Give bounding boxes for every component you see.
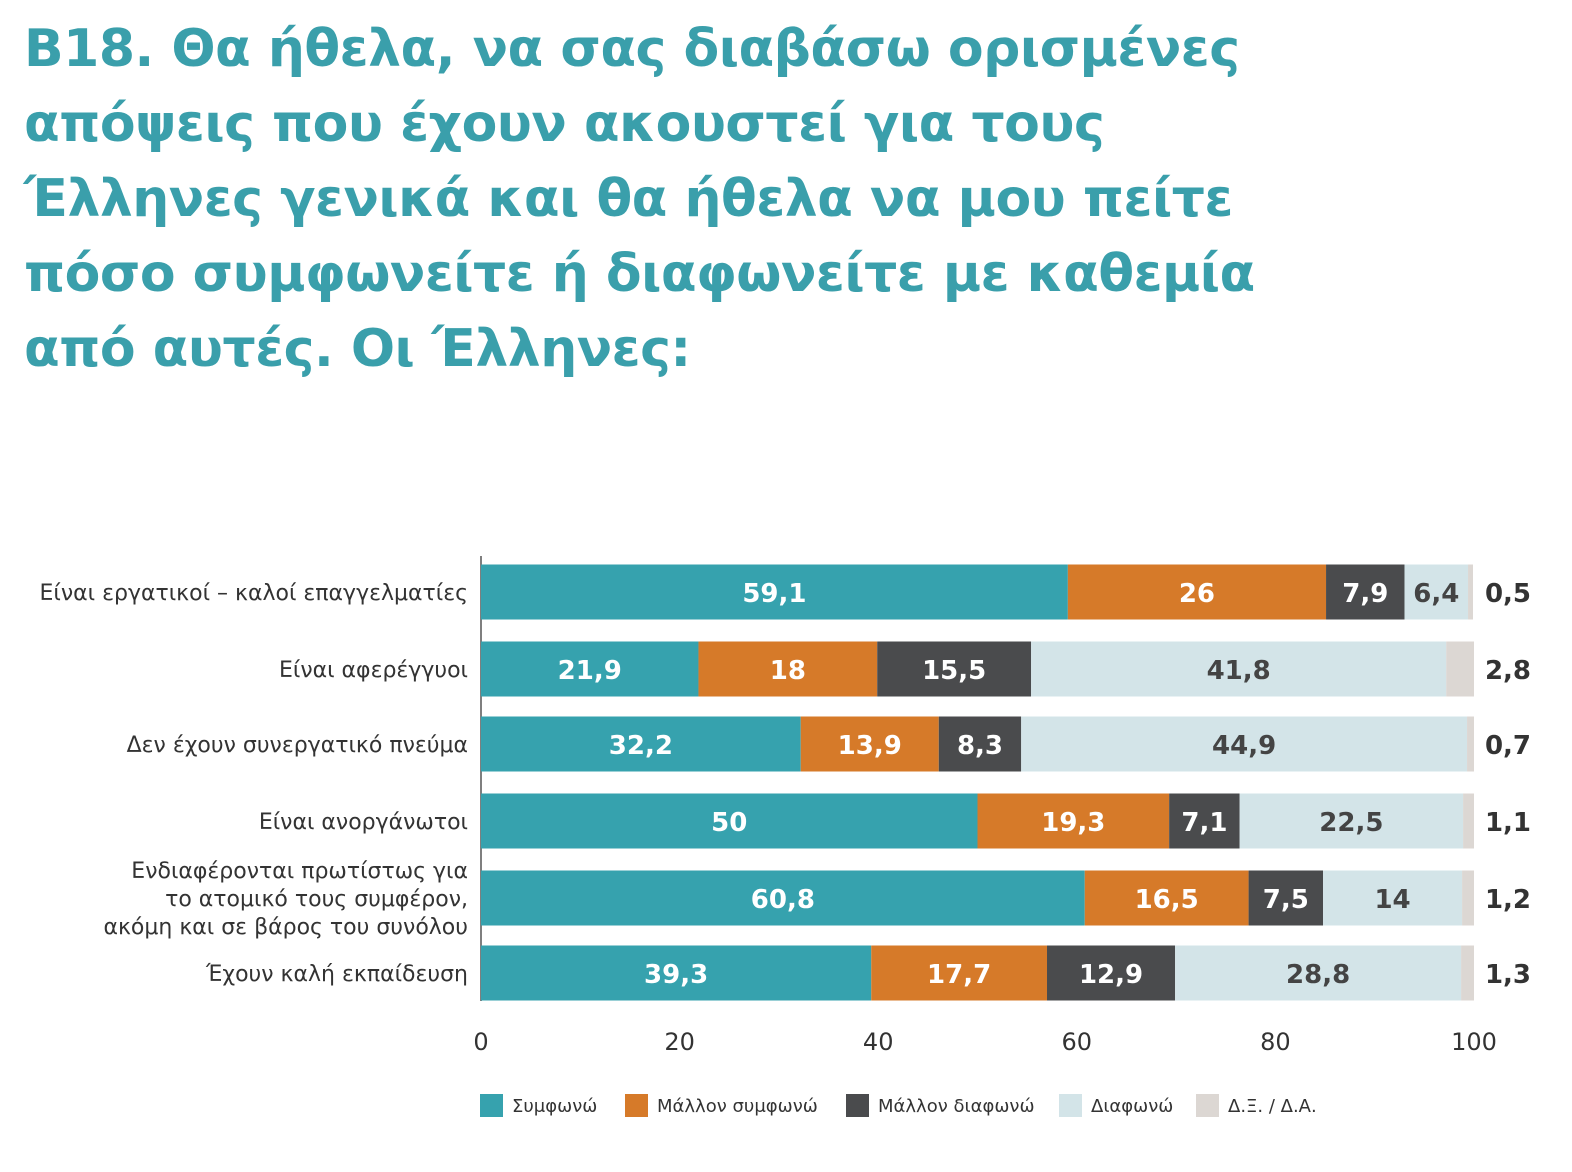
data-label: 15,5 [922,656,986,686]
data-label: 17,7 [927,960,991,990]
data-label: 8,3 [957,731,1003,761]
bar-segment [1404,564,1469,620]
bar-segment [1326,564,1405,620]
x-tick-label: 60 [1062,1028,1093,1056]
category-label: Είναι αφερέγγυοι [279,658,468,683]
data-label: 22,5 [1319,808,1383,838]
data-label: 59,1 [742,579,806,609]
bar-segment [1468,564,1474,620]
data-label: 1,2 [1485,885,1531,915]
bar-segment [1084,870,1249,926]
x-tick-label: 80 [1260,1028,1291,1056]
bar-segment [1175,945,1462,1001]
data-label: 1,1 [1485,808,1531,838]
bar-segment [800,716,939,772]
data-label: 44,9 [1212,731,1276,761]
category-label: Έχουν καλή εκπαίδευση [205,962,468,987]
title-line: από αυτές. Οι Έλληνες: [24,319,691,379]
bar-segment [977,793,1170,849]
data-label: 12,9 [1079,960,1143,990]
data-label: 13,9 [838,731,902,761]
bar-segment [481,870,1085,926]
category-label: Δεν έχουν συνεργατικό πνεύμα [127,733,468,758]
bar-segment [877,641,1032,697]
data-label: 28,8 [1286,960,1350,990]
data-label: 7,1 [1181,808,1227,838]
bar-segment [481,793,978,849]
data-label: 16,5 [1135,885,1199,915]
data-label: 32,2 [609,731,673,761]
data-label: 39,3 [644,960,708,990]
category-label: ακόμη και σε βάρος του συνόλου [103,915,468,940]
x-tick-label: 40 [863,1028,894,1056]
bar-segment [481,641,699,697]
data-label: 41,8 [1207,656,1271,686]
title-line: απόψεις που έχουν ακουστεί για τους [24,94,1105,154]
bar-segment [1239,793,1464,849]
data-label: 19,3 [1041,808,1105,838]
bar-segment [698,641,878,697]
data-label: 7,9 [1342,579,1388,609]
data-label: 0,7 [1485,731,1531,761]
category-label: το ατομικό τους συμφέρον, [165,887,468,912]
title-line: Έλληνες γενικά και θα ήθελα να μου πείτε [24,169,1233,229]
data-label: 26 [1179,579,1215,609]
chart-title: B18. Θα ήθελα, να σας διαβάσω ορισμένες … [24,12,1324,387]
legend-label: Δ.Ξ. / Δ.Α. [1228,1096,1317,1117]
bar-segment [1461,945,1474,1001]
x-tick-label: 100 [1451,1028,1497,1056]
bar-segment [1169,793,1240,849]
x-tick-label: 0 [473,1028,488,1056]
bar-segment [938,716,1022,772]
legend-label: Μάλλον συμφωνώ [657,1096,818,1117]
data-label: 0,5 [1485,579,1531,609]
legend-label: Συμφωνώ [512,1096,597,1117]
legend-swatch [480,1094,503,1117]
title-line: πόσο συμφωνείτε ή διαφωνείτε με καθεμία [24,244,1255,304]
data-label: 2,8 [1485,656,1531,686]
title-line: B18. Θα ήθελα, να σας διαβάσω ορισμένες [24,19,1240,79]
bar-segment [481,945,872,1001]
data-label: 6,4 [1413,579,1459,609]
legend-label: Μάλλον διαφωνώ [878,1096,1035,1117]
category-label: Είναι ανοργάνωτοι [259,810,468,835]
legend-label: Διαφωνώ [1091,1096,1173,1117]
x-tick-label: 20 [664,1028,695,1056]
bar-segment [1463,793,1474,849]
bar-segment [1067,564,1327,620]
data-label: 50 [711,808,747,838]
bar-segment [481,716,801,772]
data-label: 21,9 [558,656,622,686]
bar-segment [1462,870,1474,926]
bar-segment [1031,641,1447,697]
category-label: Είναι εργατικοί – καλοί επαγγελματίες [40,581,468,606]
data-label: 14 [1374,885,1410,915]
bar-segment [1446,641,1474,697]
legend-swatch [1059,1094,1082,1117]
legend-swatch [1196,1094,1219,1117]
bar-segment [1323,870,1463,926]
bar-segment [481,564,1068,620]
legend-swatch [846,1094,869,1117]
bar-segment [871,945,1048,1001]
data-label: 60,8 [751,885,815,915]
data-label: 18 [770,656,806,686]
bar-segment [1047,945,1176,1001]
category-label: Ενδιαφέρονται πρωτίστως για [131,859,468,884]
bar-segment [1467,716,1474,772]
bar-segment [1248,870,1324,926]
data-label: 7,5 [1263,885,1309,915]
legend-swatch [625,1094,648,1117]
bar-segment [1021,716,1468,772]
data-label: 1,3 [1485,960,1531,990]
